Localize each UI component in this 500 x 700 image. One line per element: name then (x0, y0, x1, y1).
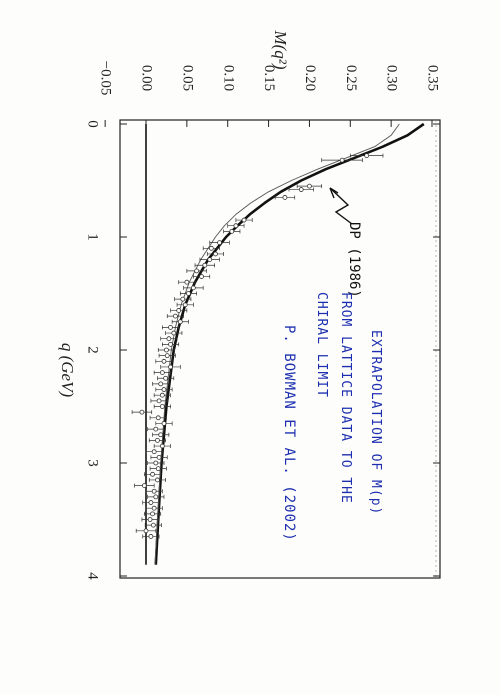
data-point (173, 313, 178, 319)
data-point (194, 268, 200, 274)
note-line-4: P. BOWMAN ET AL. (2002) (281, 325, 297, 542)
y-tick-label: 0.00 (139, 65, 155, 91)
note-line-2: FROM LATTICE DATA TO THE (338, 292, 353, 504)
data-point (150, 522, 156, 528)
data-point (159, 392, 165, 398)
note-line-3: CHIRAL LIMIT (314, 292, 329, 398)
x-tick-label: 4 (85, 572, 101, 580)
data-point (143, 528, 149, 534)
data-point (168, 341, 173, 347)
data-point (147, 517, 153, 522)
y-tick-label: 0.30 (384, 65, 400, 91)
data-point (158, 432, 164, 438)
data-point (202, 262, 208, 268)
data-point (164, 347, 169, 353)
data-point (159, 370, 165, 376)
data-point (155, 477, 160, 483)
data-point (153, 426, 159, 432)
data-point (148, 500, 154, 505)
data-point (164, 353, 170, 359)
y-tick-label: −0.05 (98, 61, 114, 96)
data-point (151, 505, 157, 511)
data-point (208, 245, 214, 251)
data-point (199, 274, 204, 279)
data-point (139, 409, 145, 415)
x-tick-label: 2 (85, 346, 101, 354)
data-point (161, 358, 167, 364)
data-point (159, 443, 165, 449)
data-point (151, 488, 157, 494)
data-point (207, 257, 213, 263)
data-point (148, 534, 154, 539)
data-point (156, 454, 162, 460)
data-point (151, 449, 157, 455)
data-point (180, 296, 186, 302)
data-point (307, 183, 312, 189)
data-point (163, 375, 169, 381)
y-tick-label: 0.05 (179, 65, 195, 91)
data-point (159, 404, 165, 409)
x-axis-title: q (GeV) (58, 343, 77, 398)
data-point (182, 302, 188, 308)
data-point (282, 195, 288, 200)
x-tick-label: 1 (85, 233, 101, 241)
data-point (229, 228, 235, 234)
data-point (141, 483, 147, 489)
y-tick-label: 0.20 (302, 65, 318, 91)
lattice-points (131, 153, 384, 539)
data-point (339, 157, 345, 163)
x-tick-label: 0 (85, 120, 101, 128)
dp-label: DP (1986) (346, 222, 362, 298)
note-line-1: EXTRAPOLATION OF M(p) (368, 330, 383, 515)
data-point (190, 285, 196, 291)
x-tick-label: 3 (85, 459, 101, 467)
data-point (298, 187, 304, 192)
data-point (217, 240, 222, 246)
data-point (233, 223, 239, 229)
y-axis-title: M(q²) (271, 29, 290, 69)
data-point (171, 330, 177, 336)
arrow-head (329, 187, 339, 199)
data-point (177, 319, 183, 325)
annotation-arrow (329, 187, 353, 225)
data-point (241, 217, 247, 223)
data-point (155, 437, 160, 443)
data-point (161, 421, 167, 426)
data-point (364, 153, 370, 159)
data-point (213, 251, 218, 257)
data-point (150, 511, 155, 517)
data-point (186, 291, 191, 296)
y-tick-label: 0.10 (220, 65, 236, 91)
data-point (168, 364, 173, 370)
data-point (155, 466, 161, 472)
data-point (156, 398, 162, 404)
data-point (184, 279, 190, 285)
data-point (153, 494, 159, 500)
data-point (166, 336, 172, 342)
data-point (158, 381, 164, 387)
data-point (176, 308, 182, 313)
axis-ticks: −0.05 0.00 0.05 0.10 0.15 0.20 0.25 0.30 0.35 0 1 2… (85, 61, 441, 581)
y-tick-label: 0.25 (343, 65, 359, 91)
data-point (161, 387, 167, 392)
plot-frame (119, 119, 441, 579)
data-point (155, 415, 161, 421)
data-point (168, 324, 173, 330)
data-point (153, 460, 159, 466)
y-tick-label: 0.35 (425, 65, 441, 91)
data-point (150, 471, 155, 477)
thin-fit-curve (154, 123, 400, 565)
y-tick-label: 0.15 (261, 65, 277, 91)
